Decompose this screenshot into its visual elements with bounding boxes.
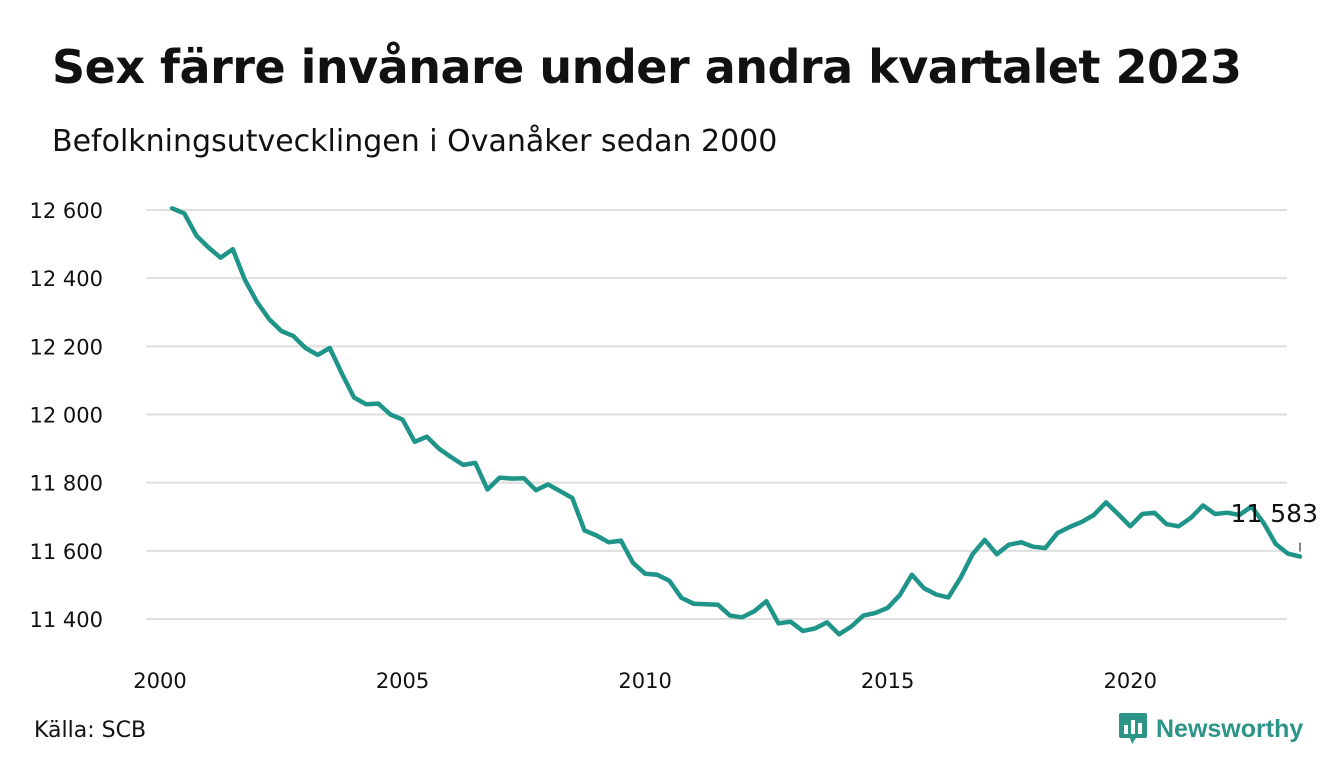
newsworthy-brand[interactable]: Newsworthy xyxy=(1118,712,1303,746)
y-tick-label: 11 400 xyxy=(30,608,103,632)
brand-name: Newsworthy xyxy=(1156,714,1304,743)
y-tick-label: 11 600 xyxy=(30,540,103,564)
x-tick-label: 2010 xyxy=(618,669,671,693)
x-tick-label: 2000 xyxy=(133,669,186,693)
x-tick-label: 2005 xyxy=(376,669,429,693)
chart-title: Sex färre invånare under andra kvartalet… xyxy=(52,40,1242,94)
bar-chart-speech-bubble-icon xyxy=(1119,713,1147,744)
source-label: Källa: SCB xyxy=(34,718,147,743)
y-tick-label: 11 800 xyxy=(30,472,103,496)
x-tick-label: 2015 xyxy=(861,669,914,693)
y-tick-label: 12 200 xyxy=(30,335,103,359)
y-tick-label: 12 600 xyxy=(30,199,103,223)
x-tick-label: 2020 xyxy=(1103,669,1156,693)
y-tick-label: 12 000 xyxy=(30,404,103,428)
last-value-label: 11 583 xyxy=(1231,499,1318,528)
chart-subtitle: Befolkningsutvecklingen i Ovanåker sedan… xyxy=(52,124,778,159)
population-series-line xyxy=(169,206,1303,637)
y-tick-label: 12 400 xyxy=(30,267,103,291)
line-chart: 11 400 11 600 11 800 12 000 12 200 12 400 12 6… xyxy=(30,199,1318,693)
